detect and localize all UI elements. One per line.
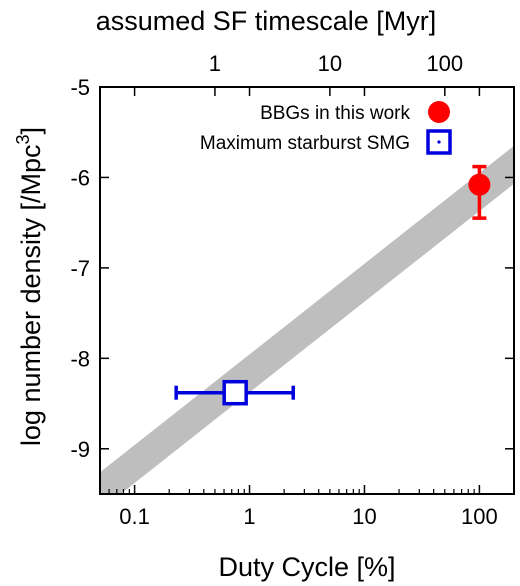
x2-tick-label: 1	[209, 51, 221, 76]
data-point-bbg	[468, 173, 491, 196]
data-point-smg	[222, 379, 248, 406]
y-axis-title-main: log number density [/Mpc	[16, 144, 46, 446]
x-tick-label: 10	[352, 504, 376, 529]
x-tick-label: 1	[243, 504, 255, 529]
y-tick-label: -8	[70, 346, 90, 371]
legend-label: Maximum starburst SMG	[200, 133, 410, 154]
tick-layer	[100, 86, 514, 494]
y-tick-label: -5	[70, 75, 90, 100]
x2-tick-label: 10	[318, 51, 342, 76]
y-axis-title-end: ]	[16, 127, 46, 135]
legend-marker-smg-dot	[437, 140, 441, 144]
x2-tick-label: 100	[426, 51, 463, 76]
y-tick-label: -7	[70, 256, 90, 281]
x-tick-label: 100	[461, 504, 498, 529]
y-tick-label: -6	[70, 165, 90, 190]
plot-frame	[99, 86, 515, 495]
legend-label: BBGs in this work	[260, 103, 410, 124]
tick-label-layer: 0.1 1 10 100 1 10 100 -9 -8 -7 -6 -5	[70, 51, 497, 529]
legend-marker-bbg	[428, 101, 450, 123]
y-axis-title: log number density [/Mpc3]	[13, 127, 46, 446]
legend: BBGs in this work Maximum starburst SMG	[200, 101, 452, 155]
top-axis-title: assumed SF timescale [Myr]	[96, 6, 437, 36]
y-tick-label: -9	[70, 437, 90, 462]
x-tick-label: 0.1	[119, 504, 150, 529]
series-layer	[174, 164, 491, 406]
x-axis-title: Duty Cycle [%]	[218, 552, 395, 582]
uncertainty-band	[100, 145, 514, 494]
confidence-band-layer	[100, 145, 514, 494]
y-axis-title-superscript: 3	[13, 134, 33, 144]
